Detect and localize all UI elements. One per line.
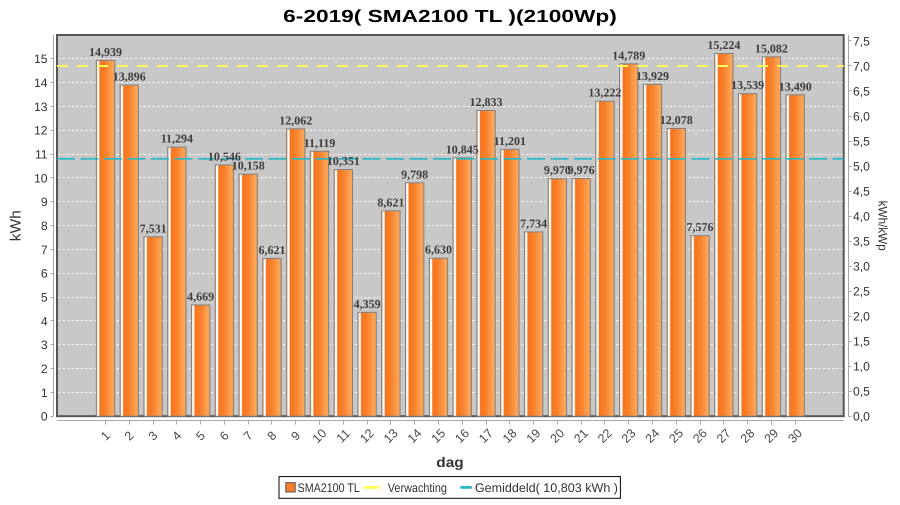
- svg-text:12: 12: [34, 124, 48, 138]
- svg-text:0: 0: [41, 410, 48, 424]
- svg-text:7: 7: [41, 243, 48, 257]
- svg-text:5,5: 5,5: [853, 134, 870, 148]
- svg-text:6: 6: [41, 267, 48, 281]
- svg-text:7,0: 7,0: [853, 59, 870, 73]
- svg-text:14: 14: [34, 76, 48, 90]
- svg-text:5,0: 5,0: [853, 159, 870, 173]
- svg-text:9,970: 9,970: [544, 163, 571, 177]
- svg-text:5: 5: [41, 290, 48, 304]
- svg-text:Gemiddeld( 10,803 kWh ): Gemiddeld( 10,803 kWh ): [475, 481, 618, 495]
- svg-text:13,896: 13,896: [113, 70, 146, 84]
- svg-text:6-2019( SMA2100 TL )(2100Wp): 6-2019( SMA2100 TL )(2100Wp): [283, 6, 617, 26]
- svg-text:7,5: 7,5: [853, 34, 870, 48]
- svg-text:10,845: 10,845: [446, 142, 479, 156]
- svg-text:11,201: 11,201: [494, 134, 526, 148]
- svg-text:2,5: 2,5: [853, 285, 870, 299]
- svg-text:11: 11: [35, 148, 48, 162]
- svg-text:6,630: 6,630: [425, 243, 452, 257]
- svg-text:2: 2: [41, 362, 48, 376]
- svg-text:6,5: 6,5: [853, 84, 870, 98]
- svg-text:Verwachting: Verwachting: [388, 481, 447, 495]
- svg-text:9: 9: [41, 195, 48, 209]
- svg-text:1,0: 1,0: [853, 360, 870, 374]
- svg-text:13,539: 13,539: [731, 78, 764, 92]
- svg-text:15: 15: [34, 52, 48, 66]
- svg-text:3,0: 3,0: [853, 260, 870, 274]
- svg-text:13,929: 13,929: [636, 69, 669, 83]
- svg-text:8,621: 8,621: [377, 195, 404, 209]
- svg-text:13,222: 13,222: [588, 86, 621, 100]
- svg-text:10,546: 10,546: [208, 149, 241, 163]
- svg-text:kWh/kWp: kWh/kWp: [876, 201, 890, 251]
- svg-text:4,0: 4,0: [853, 209, 870, 223]
- svg-text:11,294: 11,294: [161, 132, 193, 146]
- svg-text:4,669: 4,669: [187, 289, 214, 303]
- svg-text:15,224: 15,224: [707, 38, 740, 52]
- svg-text:12,833: 12,833: [470, 95, 503, 109]
- svg-text:13: 13: [34, 100, 48, 114]
- svg-text:13,490: 13,490: [779, 79, 812, 93]
- svg-text:3: 3: [41, 338, 48, 352]
- svg-text:4: 4: [41, 314, 48, 328]
- svg-text:7,734: 7,734: [520, 216, 547, 230]
- svg-text:14,789: 14,789: [612, 48, 645, 62]
- svg-text:11,119: 11,119: [304, 136, 336, 150]
- svg-text:15,082: 15,082: [755, 41, 788, 55]
- svg-text:7,531: 7,531: [140, 221, 167, 235]
- svg-text:10,351: 10,351: [327, 154, 360, 168]
- svg-text:14,939: 14,939: [89, 45, 122, 59]
- svg-text:7,576: 7,576: [687, 220, 714, 234]
- svg-text:10,158: 10,158: [232, 159, 265, 173]
- svg-text:10: 10: [34, 171, 48, 185]
- svg-text:6,0: 6,0: [853, 109, 870, 123]
- svg-text:SMA2100 TL: SMA2100 TL: [298, 481, 360, 495]
- svg-text:12,062: 12,062: [279, 113, 312, 127]
- svg-text:0,5: 0,5: [853, 385, 870, 399]
- svg-text:8: 8: [41, 219, 48, 233]
- svg-text:9,976: 9,976: [568, 163, 595, 177]
- svg-text:1: 1: [41, 386, 48, 400]
- svg-text:3,5: 3,5: [853, 234, 870, 248]
- svg-text:1,5: 1,5: [853, 335, 870, 349]
- svg-text:9,798: 9,798: [401, 167, 428, 181]
- svg-text:dag: dag: [436, 454, 463, 470]
- svg-text:2,0: 2,0: [853, 310, 870, 324]
- svg-text:kWh: kWh: [8, 210, 25, 241]
- svg-text:4,359: 4,359: [354, 297, 381, 311]
- svg-text:0,0: 0,0: [853, 410, 870, 424]
- svg-text:6,621: 6,621: [258, 243, 285, 257]
- svg-text:4,5: 4,5: [853, 184, 870, 198]
- svg-text:12,078: 12,078: [660, 113, 693, 127]
